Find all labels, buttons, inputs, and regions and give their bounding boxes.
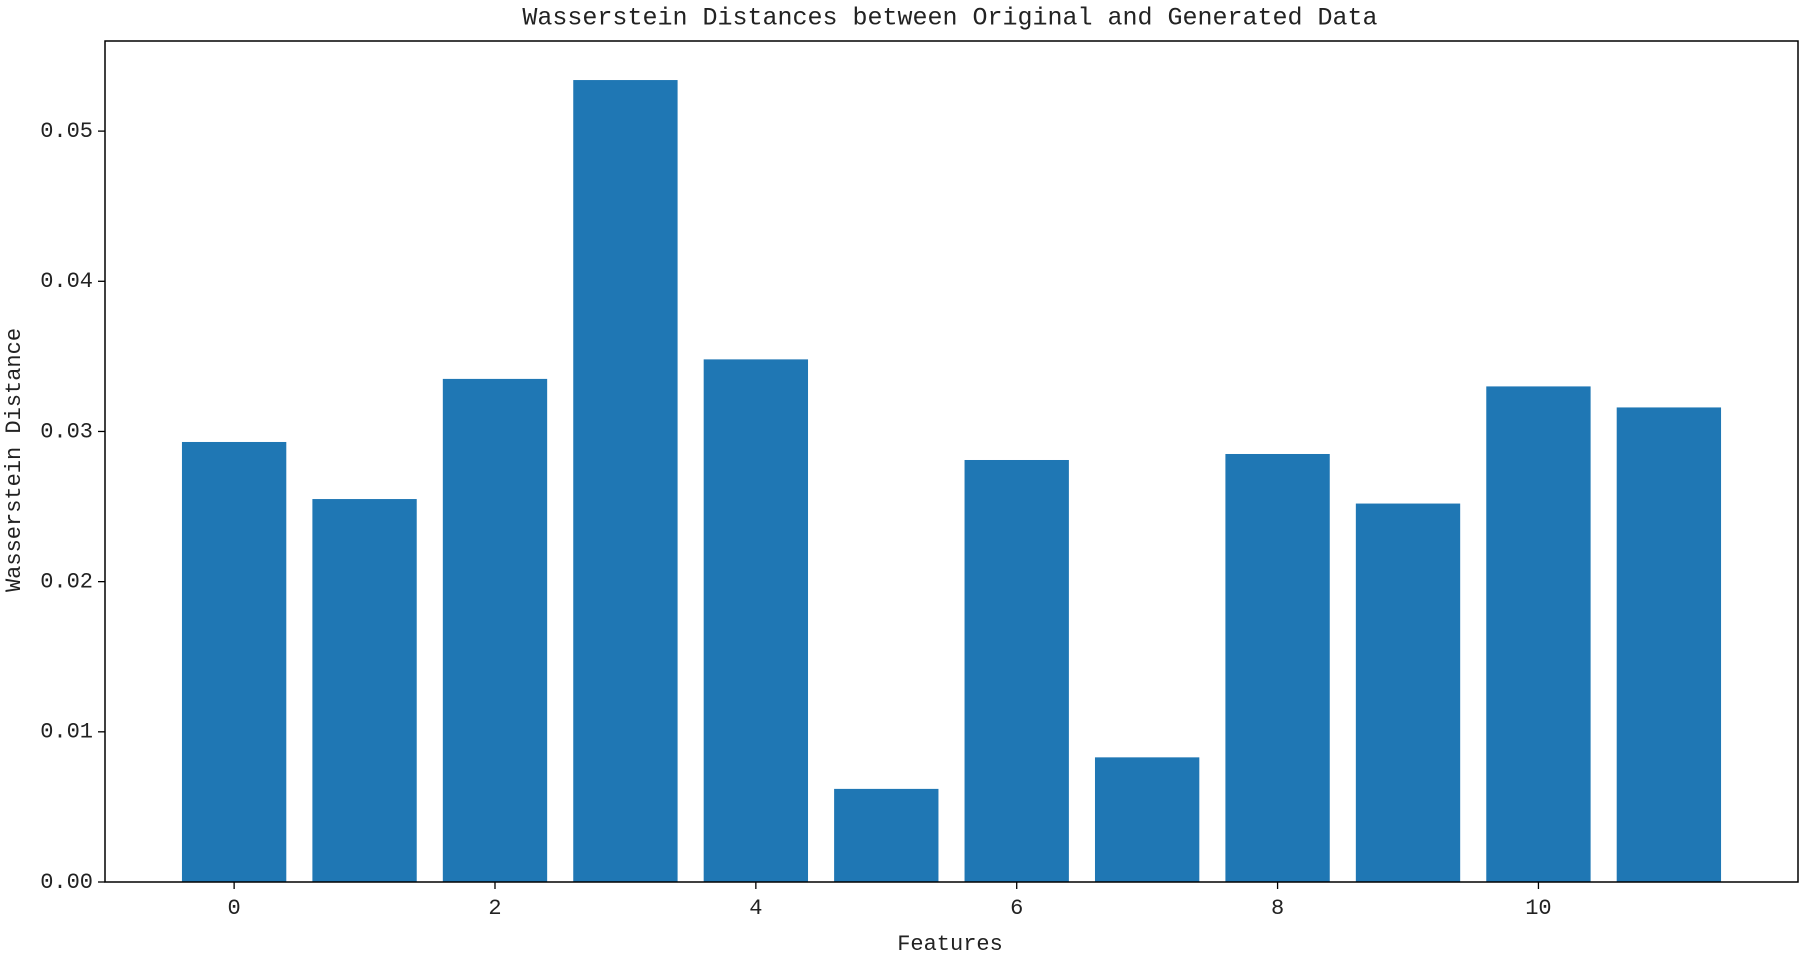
y-tick-label: 0.02 xyxy=(40,569,93,594)
y-tick-label: 0.03 xyxy=(40,419,93,444)
bar xyxy=(834,788,939,882)
bar xyxy=(1225,453,1330,882)
chart-title: Wasserstein Distances between Original a… xyxy=(522,4,1377,33)
bar xyxy=(1355,503,1461,882)
x-tick-label: 0 xyxy=(228,896,241,921)
bar xyxy=(1486,386,1591,882)
y-tick-label: 0.01 xyxy=(40,720,93,745)
bar xyxy=(442,378,548,882)
bar xyxy=(181,441,287,882)
y-tick-label: 0.04 xyxy=(40,269,93,294)
bar xyxy=(964,459,1069,882)
x-tick-label: 8 xyxy=(1271,896,1284,921)
bar xyxy=(1094,757,1200,882)
y-tick-label: 0.00 xyxy=(40,870,93,895)
bar xyxy=(312,499,417,882)
x-tick-label: 2 xyxy=(488,896,501,921)
x-tick-label: 6 xyxy=(1010,896,1023,921)
x-tick-label: 10 xyxy=(1525,896,1551,921)
bar xyxy=(573,80,678,882)
y-axis-label: Wasserstein Distance xyxy=(2,328,27,592)
bar xyxy=(1616,407,1722,882)
x-tick-label: 4 xyxy=(749,896,762,921)
bar xyxy=(703,359,809,883)
plot-frame xyxy=(104,40,1799,883)
x-axis-label: Features xyxy=(897,932,1003,955)
y-tick-label: 0.05 xyxy=(40,119,93,144)
